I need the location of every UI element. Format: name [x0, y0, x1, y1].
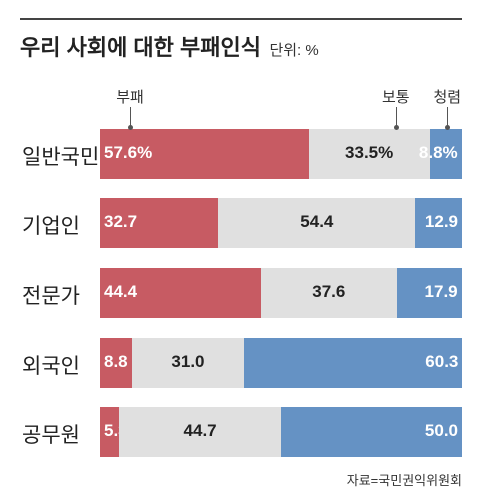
data-label: 12.9	[425, 212, 458, 232]
legend-normal: 보통	[382, 86, 410, 107]
row-label: 전문가	[22, 280, 100, 310]
data-label: 37.6	[312, 282, 345, 302]
data-label: 60.3	[425, 352, 458, 372]
data-label: 44.7	[184, 421, 217, 441]
row-label: 일반국민	[22, 141, 100, 171]
data-label: 17.9	[425, 282, 458, 302]
row-label: 외국인	[22, 350, 100, 380]
data-label: 54.4	[300, 212, 333, 232]
legend-dot	[394, 125, 399, 130]
legend-clean: 청렴	[433, 86, 461, 107]
legend-corrupt: 부패	[116, 86, 144, 107]
data-label: 32.7	[104, 212, 137, 232]
chart-title: 우리 사회에 대한 부패인식	[20, 35, 261, 60]
data-label: 57.6%	[104, 143, 152, 163]
source-label: 자료=국민권익위원회	[347, 470, 462, 489]
data-label: 44.4	[104, 282, 137, 302]
data-label: 50.0	[425, 421, 458, 441]
top-rule	[20, 18, 462, 20]
row-label: 기업인	[22, 210, 100, 240]
row-label: 공무원	[22, 419, 100, 449]
data-label: 8.8	[104, 352, 128, 372]
unit-label: 단위: %	[269, 42, 318, 59]
legend-dot	[128, 125, 133, 130]
data-label: 33.5%	[345, 143, 393, 163]
data-label: 31.0	[171, 352, 204, 372]
title-row: 우리 사회에 대한 부패인식 단위: %	[20, 30, 319, 62]
data-label: 8.8%	[419, 143, 458, 163]
